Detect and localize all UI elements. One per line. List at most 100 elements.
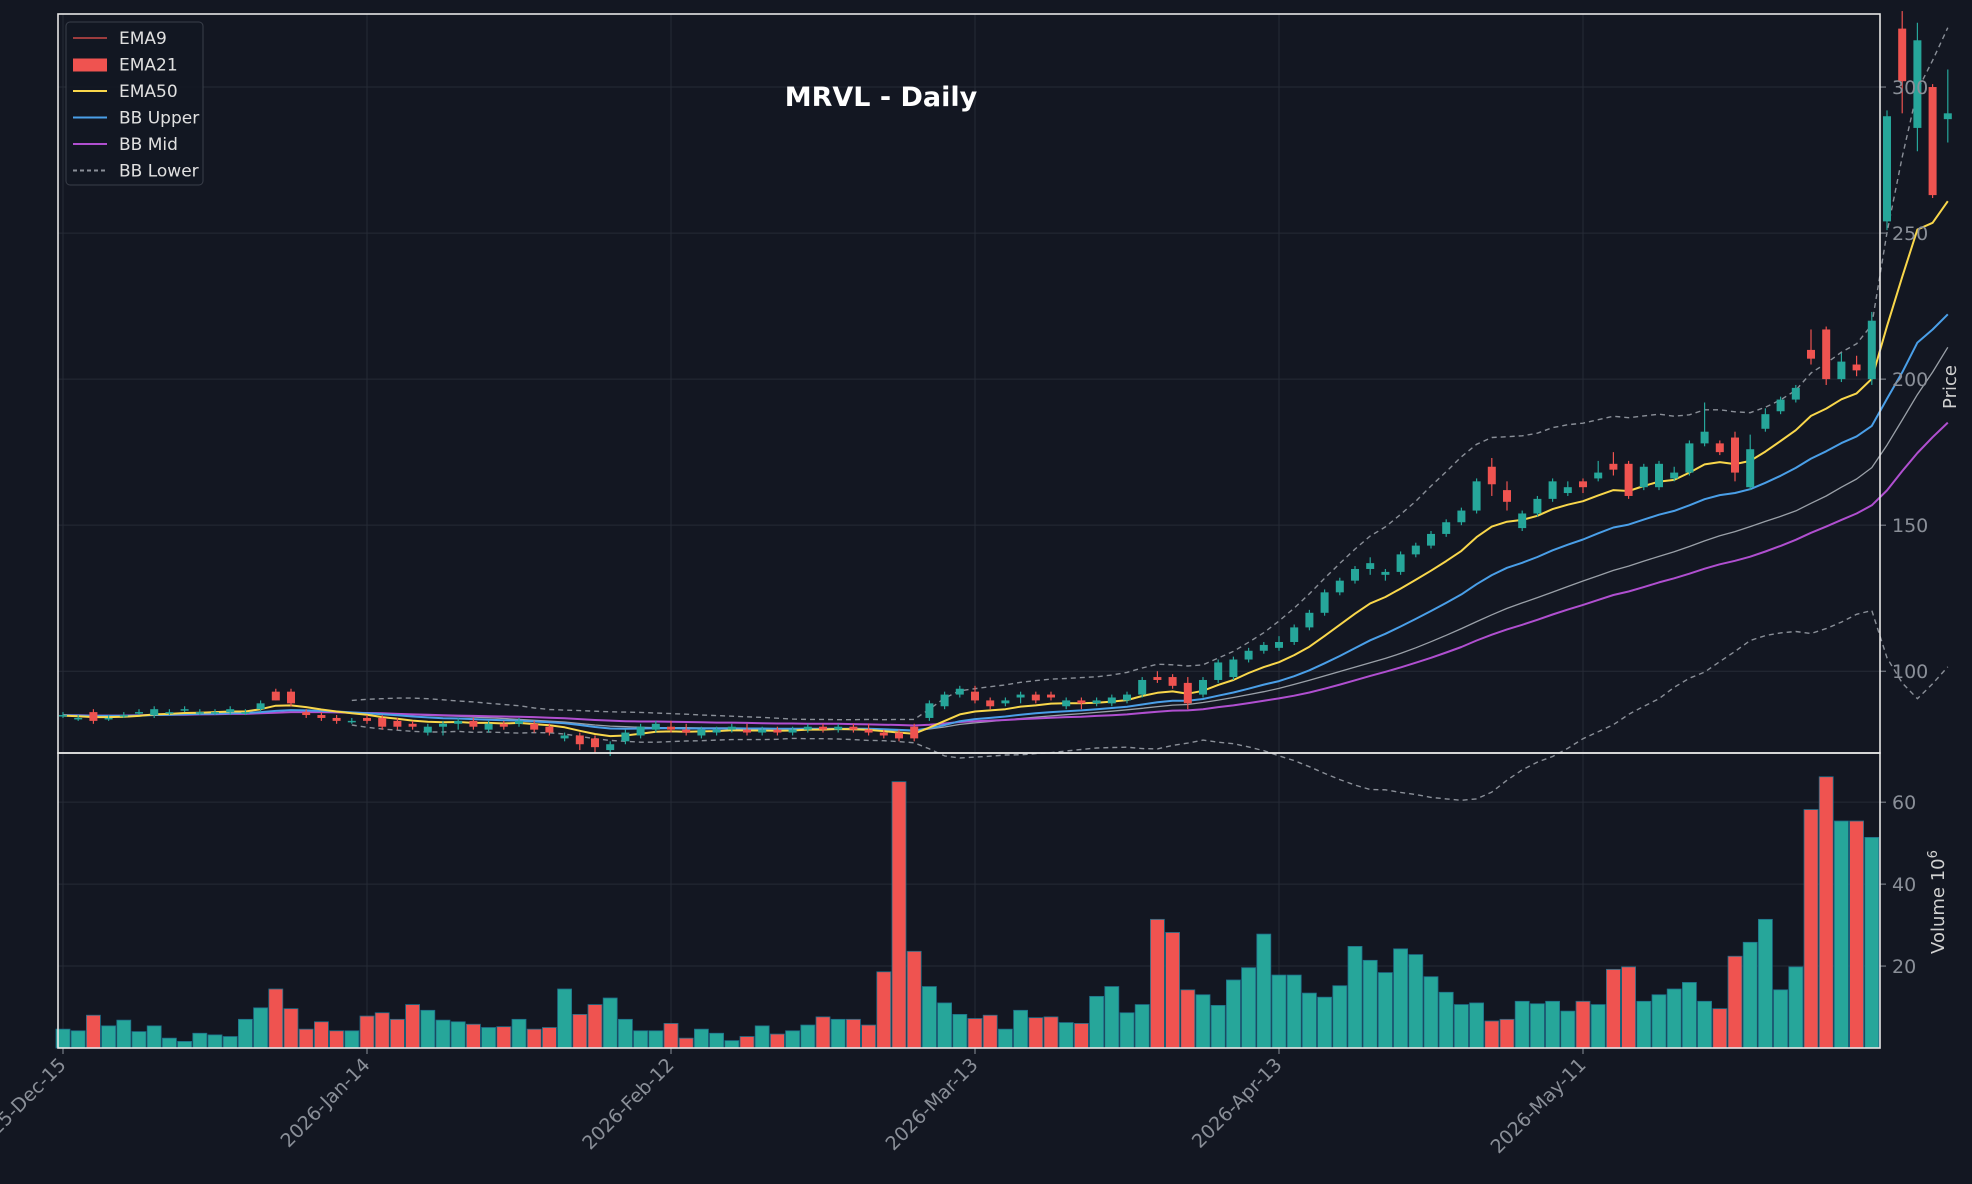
candle-body [697, 729, 706, 736]
candle-body [1381, 571, 1390, 575]
candle-body [423, 726, 432, 733]
candle-body [591, 738, 599, 748]
volume-bar [511, 1018, 527, 1049]
volume-bar [1530, 1003, 1545, 1049]
candle-body [1883, 116, 1891, 222]
volume-bar [101, 1025, 116, 1049]
candle-body [1123, 694, 1131, 701]
candle-body [1791, 387, 1800, 400]
candle-body [1548, 481, 1557, 499]
volume-bar [587, 1004, 603, 1049]
volume-bar [800, 1024, 816, 1049]
candle-body [1183, 682, 1192, 704]
candle-body [1594, 472, 1603, 479]
candle-body [1214, 662, 1223, 680]
volume-bar [876, 971, 892, 1049]
candle-body [74, 717, 83, 720]
candle-body [803, 726, 812, 730]
volume-bar [1347, 945, 1363, 1049]
volume-bar [1621, 966, 1636, 1049]
candle-body [1305, 612, 1314, 628]
volume-bar [1378, 972, 1393, 1049]
volume-bar [648, 1030, 664, 1049]
volume-bar [1256, 933, 1272, 1049]
candle-body [1867, 320, 1876, 380]
volume-bar [1788, 966, 1804, 1049]
candle-body [955, 688, 964, 695]
volume-bar [389, 1018, 405, 1049]
volume-bar [344, 1030, 360, 1049]
volume-bar [222, 1036, 238, 1049]
candle-body [1427, 533, 1435, 546]
volume-bar [1742, 941, 1758, 1049]
volume-bar [283, 1008, 299, 1049]
volume-bar [709, 1032, 724, 1049]
volume-bar [1286, 974, 1302, 1049]
candle-body [1107, 697, 1116, 704]
volume-bar [1043, 1016, 1059, 1049]
volume-bar [1271, 974, 1287, 1049]
volume-bar [572, 1014, 588, 1049]
candle-body [1092, 700, 1101, 704]
candle-body [1396, 554, 1405, 572]
bb-upper-dashed-series [351, 27, 1949, 721]
volume-bar [754, 1025, 770, 1049]
volume-bar [663, 1023, 679, 1049]
volume-bar [1089, 995, 1104, 1049]
candlesticks [59, 11, 1952, 756]
volume-bar [313, 1021, 329, 1049]
volume-bar [906, 950, 922, 1049]
volume-bar [633, 1030, 648, 1049]
candle-body [864, 729, 873, 733]
volume-bar [161, 1037, 177, 1049]
volume-bar [694, 1028, 709, 1049]
candle-body [454, 720, 463, 724]
candle-body [499, 723, 508, 727]
volume-bar [618, 1018, 633, 1049]
candle-body [1609, 463, 1618, 470]
volume-bar [435, 1019, 451, 1049]
volume-bar [450, 1021, 466, 1049]
volume-bar [1362, 959, 1378, 1049]
volume-axis-label-text: Volume 10 [1928, 858, 1949, 954]
volume-bar [557, 988, 572, 1049]
candle-body [636, 726, 645, 736]
volume-bar [830, 1018, 846, 1049]
ema50-series [62, 200, 1949, 738]
volume-bar [1438, 991, 1454, 1049]
volume-bar [1013, 1009, 1028, 1049]
volume-bar [1332, 985, 1348, 1049]
candle-body [1943, 113, 1952, 120]
legend-label: EMA50 [119, 82, 178, 102]
volume-bar [1818, 776, 1834, 1049]
volume-tick-label: 40 [1892, 874, 1916, 896]
candle-body [287, 691, 295, 704]
candle-body [1761, 414, 1770, 429]
candle-body [119, 715, 128, 717]
candle-body [1655, 463, 1663, 488]
bb-lower-dashed-series [351, 609, 1949, 801]
candle-body [1579, 481, 1587, 488]
candle-body [758, 729, 767, 733]
candle-body [1563, 487, 1572, 494]
volume-bar [1545, 1000, 1560, 1049]
price-axis-label: Price [1940, 365, 1961, 409]
candle-body [895, 732, 903, 739]
volume-bar [192, 1032, 208, 1049]
candle-body [226, 709, 235, 713]
volume-bar [1028, 1017, 1044, 1049]
volume-bar [952, 1014, 968, 1049]
candle-body [1624, 463, 1633, 496]
volume-axis-exponent: 6 [1926, 850, 1941, 858]
volume-bar [1119, 1012, 1135, 1049]
candle-body [1290, 627, 1299, 643]
candle-body [1335, 580, 1344, 593]
volume-bar [1849, 820, 1864, 1049]
volume-bar [1134, 1004, 1150, 1049]
volume-bar [891, 781, 907, 1049]
candle-body [1138, 679, 1147, 695]
volume-bar [1758, 918, 1773, 1049]
price-tick-label: 100 [1892, 661, 1928, 683]
volume-bar [1560, 1010, 1576, 1049]
volume-bar [602, 997, 618, 1049]
